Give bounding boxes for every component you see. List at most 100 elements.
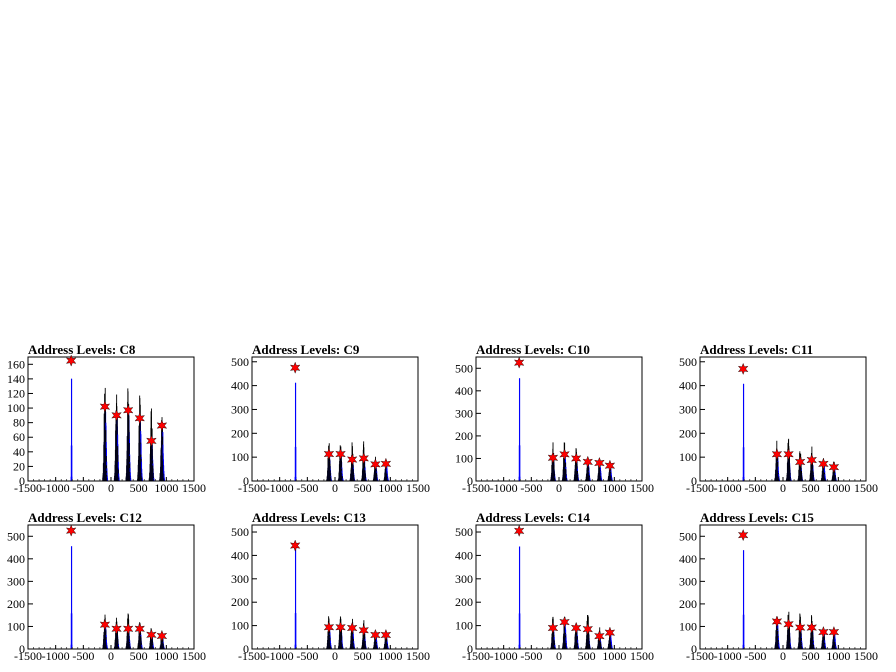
- x-tick-label: -1000: [490, 481, 518, 495]
- peak-marker: [513, 356, 525, 369]
- y-tick-label: 500: [231, 355, 249, 369]
- y-tick-label: 200: [455, 595, 473, 609]
- plot-frame: [251, 356, 419, 482]
- peak-marker: [604, 626, 616, 639]
- peak-marker: [783, 448, 794, 461]
- peak-marker: [134, 622, 146, 635]
- x-tick-label: 1500: [406, 649, 430, 663]
- x-tick-label: 1000: [154, 481, 178, 495]
- x-tick-label: 500: [802, 481, 820, 495]
- x-tick-label: 0: [332, 649, 338, 663]
- peak-marker: [122, 622, 134, 635]
- y-tick-label: 20: [13, 459, 25, 473]
- peak-marker: [380, 457, 392, 470]
- y-tick-label: 100: [231, 450, 249, 464]
- x-tick-label: 500: [354, 649, 372, 663]
- y-tick-label: 300: [679, 402, 697, 416]
- peak-marker: [794, 455, 806, 468]
- y-tick-label: 0: [243, 642, 249, 656]
- y-tick-label: 0: [243, 474, 249, 488]
- peak-marker: [370, 628, 381, 642]
- x-tick-label: 1500: [630, 481, 654, 495]
- y-tick-label: 500: [7, 529, 25, 543]
- peak-marker: [99, 618, 111, 631]
- x-tick-label: -500: [296, 481, 318, 495]
- x-tick-label: -1000: [42, 649, 70, 663]
- chart-title: Address Levels: C10: [476, 342, 590, 357]
- plot-frame: [27, 524, 195, 650]
- peak-marker: [335, 621, 346, 634]
- chart-panel: Address Levels: C14 -1500 -1000 -500 0 500 100…: [455, 510, 654, 663]
- peak-marker: [323, 448, 335, 461]
- peak-marker: [783, 618, 794, 631]
- x-tick-label: 1000: [826, 649, 850, 663]
- y-tick-label: 160: [7, 357, 25, 371]
- y-tick-label: 100: [7, 619, 25, 633]
- y-tick-label: 500: [231, 525, 249, 539]
- x-tick-label: -500: [744, 481, 766, 495]
- x-tick-label: -500: [296, 649, 318, 663]
- peak-marker: [65, 524, 77, 537]
- x-tick-label: -500: [520, 649, 542, 663]
- y-tick-label: 400: [231, 379, 249, 393]
- plot-frame: [699, 524, 867, 650]
- y-tick-label: 500: [455, 525, 473, 539]
- y-tick-label: 200: [231, 426, 249, 440]
- x-tick-label: 0: [780, 649, 786, 663]
- x-tick-label: -1500: [14, 481, 42, 495]
- peak-marker: [146, 628, 157, 641]
- x-tick-label: 500: [802, 649, 820, 663]
- peak-marker: [794, 621, 806, 634]
- x-tick-label: -1000: [714, 649, 742, 663]
- x-tick-label: -500: [744, 649, 766, 663]
- y-tick-label: 400: [455, 384, 473, 398]
- peak-marker: [828, 626, 840, 639]
- peak-marker: [582, 623, 594, 636]
- x-tick-label: 0: [108, 481, 114, 495]
- x-tick-label: -1000: [266, 649, 294, 663]
- peak-marker: [771, 615, 783, 628]
- peak-marker: [156, 419, 168, 432]
- x-tick-label: -1500: [238, 649, 266, 663]
- x-tick-label: 0: [332, 481, 338, 495]
- peak-marker: [737, 529, 749, 542]
- plot-frame: [699, 356, 867, 482]
- x-tick-label: 0: [556, 481, 562, 495]
- y-tick-label: 400: [455, 548, 473, 562]
- peak-marker: [346, 621, 358, 634]
- peak-marker: [156, 629, 168, 642]
- y-tick-label: 300: [231, 572, 249, 586]
- y-tick-label: 0: [467, 474, 473, 488]
- x-tick-label: 1000: [378, 649, 402, 663]
- chart-title: Address Levels: C11: [700, 342, 813, 357]
- peak-marker: [122, 404, 134, 417]
- y-tick-label: 400: [679, 552, 697, 566]
- chart-panel: Address Levels: C12 -1500 -1000 -500 0 500 100…: [7, 510, 206, 663]
- x-tick-label: -1500: [462, 481, 490, 495]
- y-tick-label: 0: [691, 642, 697, 656]
- y-tick-label: 60: [13, 430, 25, 444]
- y-tick-label: 200: [7, 597, 25, 611]
- x-tick-label: -500: [72, 649, 94, 663]
- peak-marker: [604, 459, 616, 472]
- x-tick-label: 1500: [182, 649, 206, 663]
- chart-title: Address Levels: C14: [476, 510, 590, 525]
- y-tick-label: 0: [467, 642, 473, 656]
- y-tick-label: 100: [7, 401, 25, 415]
- chart-panel: Address Levels: C11 -1500 -1000 -500 0 500 100…: [679, 342, 878, 495]
- y-tick-label: 100: [455, 619, 473, 633]
- peak-marker: [570, 621, 582, 634]
- chart-panel: Address Levels: C9-1500 -1000 -500 0 500 1000…: [231, 342, 430, 495]
- y-tick-label: 100: [455, 451, 473, 465]
- y-tick-label: 140: [7, 372, 25, 386]
- x-tick-label: 500: [578, 649, 596, 663]
- x-tick-label: -1500: [686, 649, 714, 663]
- chart-title: Address Levels: C13: [252, 510, 366, 525]
- peak-marker: [806, 621, 818, 634]
- peak-marker: [559, 448, 570, 461]
- plot-frame: [475, 356, 643, 482]
- peak-marker: [346, 453, 358, 466]
- y-tick-label: 500: [455, 361, 473, 375]
- y-tick-label: 200: [455, 429, 473, 443]
- peak-marker: [358, 452, 370, 465]
